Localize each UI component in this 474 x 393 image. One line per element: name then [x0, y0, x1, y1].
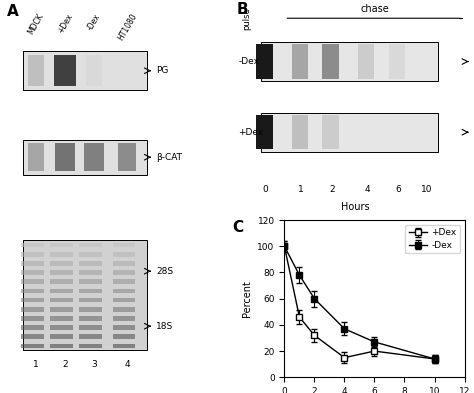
Bar [23, 51, 147, 90]
Bar [21, 252, 44, 257]
Bar [21, 288, 44, 293]
Text: HT1080: HT1080 [116, 12, 138, 42]
Bar [50, 252, 73, 257]
Text: pulse: pulse [242, 7, 251, 29]
Text: B: B [237, 2, 249, 17]
Text: 1: 1 [33, 360, 39, 369]
Bar [79, 316, 101, 321]
Bar [50, 261, 73, 266]
Bar [50, 325, 73, 330]
Bar [50, 343, 73, 348]
Bar [50, 298, 73, 303]
Text: Hours: Hours [341, 202, 370, 213]
Bar [113, 325, 135, 330]
Bar [21, 298, 44, 303]
Bar [21, 270, 44, 275]
Bar [79, 261, 101, 266]
Bar [358, 44, 374, 79]
Bar [21, 316, 44, 321]
Bar [79, 279, 101, 284]
Text: 1: 1 [298, 185, 304, 194]
Bar [21, 307, 44, 312]
Text: β-CAT: β-CAT [156, 153, 182, 162]
Bar [50, 307, 73, 312]
Bar [79, 243, 101, 248]
Bar [113, 334, 135, 339]
Bar [113, 279, 135, 284]
Bar [84, 143, 104, 171]
Bar [21, 343, 44, 348]
Text: 6: 6 [395, 185, 401, 194]
Bar [79, 298, 101, 303]
Text: A: A [7, 4, 18, 19]
Bar [292, 115, 308, 149]
Text: 2: 2 [329, 185, 335, 194]
Bar [21, 334, 44, 339]
Bar [79, 288, 101, 293]
Bar [113, 288, 135, 293]
Text: MDCK: MDCK [27, 12, 46, 36]
Bar [113, 270, 135, 275]
Bar [79, 270, 101, 275]
Bar [55, 143, 75, 171]
Bar [256, 115, 273, 149]
Bar [113, 261, 135, 266]
Bar [23, 140, 147, 175]
Bar [86, 55, 101, 86]
Bar [113, 316, 135, 321]
Bar [79, 252, 101, 257]
Text: 28S: 28S [156, 267, 173, 275]
Text: 18S: 18S [156, 322, 173, 331]
Bar [292, 44, 308, 79]
Bar [50, 316, 73, 321]
Bar [113, 243, 135, 248]
Bar [79, 307, 101, 312]
Bar [21, 279, 44, 284]
Bar [118, 143, 136, 171]
Bar [28, 55, 44, 86]
Bar [322, 115, 339, 149]
Bar [21, 261, 44, 266]
Bar [322, 44, 339, 79]
Text: 10: 10 [421, 185, 432, 194]
Bar [113, 307, 135, 312]
Bar [113, 252, 135, 257]
Bar [389, 44, 405, 79]
Bar [50, 243, 73, 248]
Bar [50, 279, 73, 284]
Bar [113, 343, 135, 348]
Bar [79, 343, 101, 348]
Bar [113, 298, 135, 303]
Text: 3: 3 [91, 360, 97, 369]
Text: -Dex: -Dex [238, 57, 259, 66]
Bar [79, 325, 101, 330]
Text: 4: 4 [125, 360, 130, 369]
Bar [261, 42, 438, 81]
Text: C: C [232, 220, 243, 235]
Bar [417, 44, 434, 79]
Bar [50, 334, 73, 339]
Text: 0: 0 [263, 185, 268, 194]
Text: 2: 2 [62, 360, 68, 369]
Bar [23, 240, 147, 350]
Text: PG: PG [156, 66, 169, 75]
Bar [28, 143, 44, 171]
Bar [21, 325, 44, 330]
Text: +Dex: +Dex [55, 12, 74, 35]
Legend: +Dex, -Dex: +Dex, -Dex [405, 224, 460, 253]
Bar [50, 270, 73, 275]
Text: 4: 4 [365, 185, 370, 194]
Bar [54, 55, 76, 86]
Bar [21, 243, 44, 248]
Text: +Dex: +Dex [238, 128, 264, 137]
Text: chase: chase [360, 4, 389, 14]
Y-axis label: Percent: Percent [242, 280, 252, 317]
Bar [79, 334, 101, 339]
Bar [261, 113, 438, 152]
Bar [50, 288, 73, 293]
Text: -Dex: -Dex [85, 12, 102, 31]
Bar [256, 44, 273, 79]
